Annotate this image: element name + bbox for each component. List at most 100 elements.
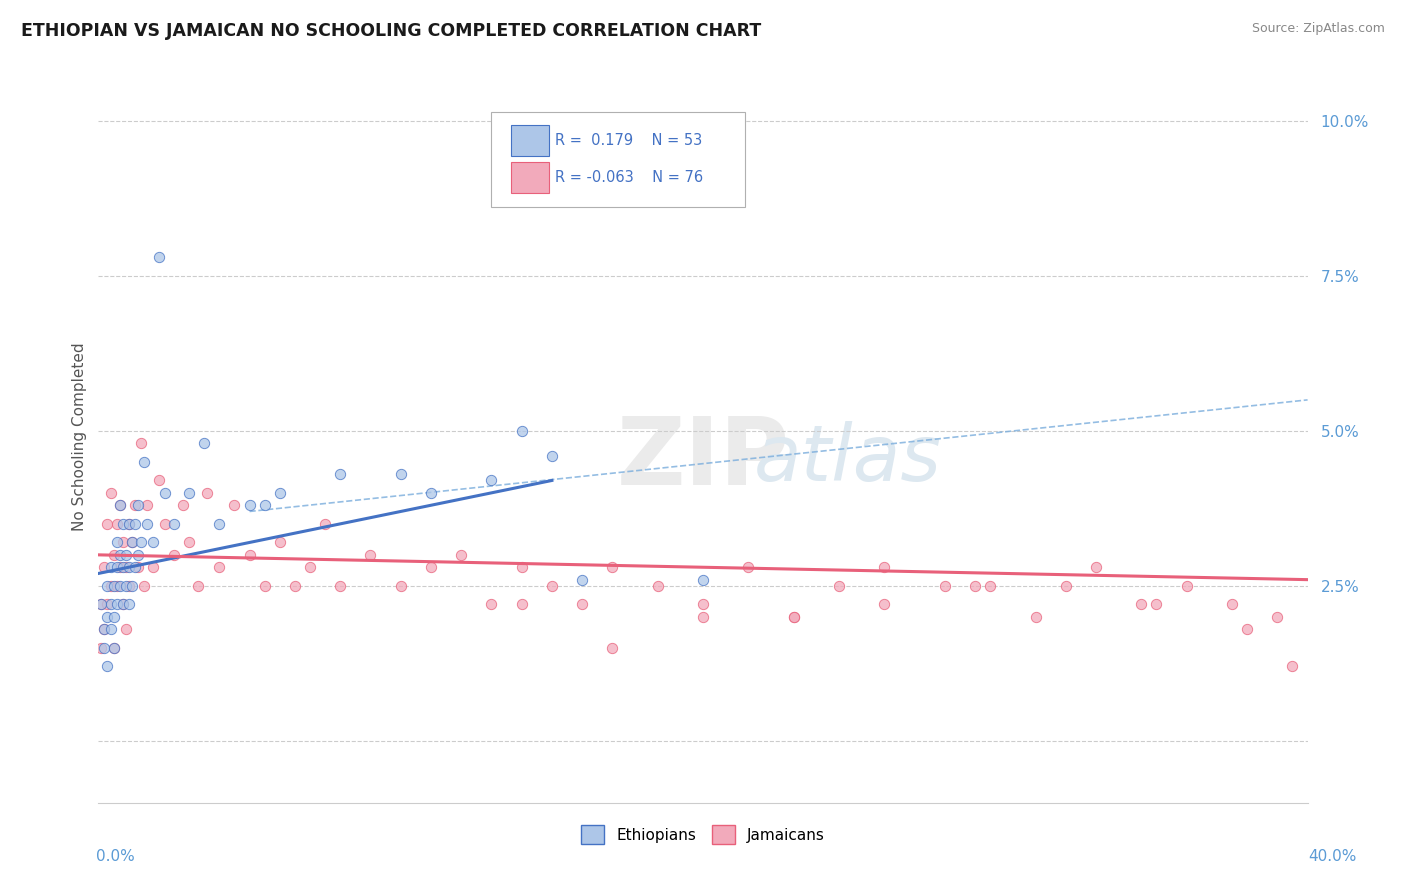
Point bbox=[1220, 598, 1243, 612]
Text: 40.0%: 40.0% bbox=[1309, 849, 1357, 864]
Point bbox=[153, 486, 176, 500]
Point bbox=[111, 535, 134, 549]
FancyBboxPatch shape bbox=[510, 126, 550, 156]
Point bbox=[692, 573, 714, 587]
Point bbox=[114, 548, 136, 562]
Point bbox=[737, 560, 759, 574]
Point bbox=[163, 548, 186, 562]
Point bbox=[172, 498, 194, 512]
Point bbox=[1236, 622, 1258, 636]
Y-axis label: No Schooling Completed: No Schooling Completed bbox=[72, 343, 87, 532]
Point bbox=[540, 579, 562, 593]
Point bbox=[108, 560, 131, 574]
Point bbox=[873, 560, 896, 574]
Point bbox=[187, 579, 209, 593]
Text: atlas: atlas bbox=[754, 421, 942, 497]
Point bbox=[108, 498, 131, 512]
Point bbox=[253, 579, 276, 593]
Point bbox=[239, 498, 262, 512]
Point bbox=[108, 498, 131, 512]
Point bbox=[124, 516, 146, 531]
Point bbox=[1175, 579, 1198, 593]
FancyBboxPatch shape bbox=[510, 162, 550, 193]
Point bbox=[121, 535, 143, 549]
FancyBboxPatch shape bbox=[492, 112, 745, 207]
Point bbox=[314, 516, 336, 531]
Point bbox=[873, 598, 896, 612]
Point bbox=[114, 622, 136, 636]
Point bbox=[269, 535, 291, 549]
Point bbox=[124, 498, 146, 512]
Point bbox=[132, 455, 155, 469]
Point bbox=[208, 516, 231, 531]
Point bbox=[114, 560, 136, 574]
Point bbox=[127, 498, 149, 512]
Point bbox=[153, 516, 176, 531]
Point bbox=[93, 622, 115, 636]
Point bbox=[783, 610, 806, 624]
Point bbox=[121, 535, 143, 549]
Point bbox=[1267, 610, 1289, 624]
Point bbox=[142, 535, 165, 549]
Point bbox=[420, 486, 443, 500]
Point bbox=[111, 516, 134, 531]
Point bbox=[481, 598, 503, 612]
Point bbox=[195, 486, 218, 500]
Point bbox=[118, 560, 141, 574]
Text: R =  0.179    N = 53: R = 0.179 N = 53 bbox=[555, 133, 703, 148]
Point bbox=[540, 449, 562, 463]
Point bbox=[90, 598, 112, 612]
Text: ETHIOPIAN VS JAMAICAN NO SCHOOLING COMPLETED CORRELATION CHART: ETHIOPIAN VS JAMAICAN NO SCHOOLING COMPL… bbox=[21, 22, 761, 40]
Point bbox=[114, 579, 136, 593]
Point bbox=[132, 579, 155, 593]
Point bbox=[692, 610, 714, 624]
Point bbox=[360, 548, 382, 562]
Point bbox=[602, 640, 624, 655]
Legend: Ethiopians, Jamaicans: Ethiopians, Jamaicans bbox=[575, 819, 831, 850]
Point bbox=[93, 640, 115, 655]
Point bbox=[163, 516, 186, 531]
Point bbox=[105, 535, 128, 549]
Point bbox=[142, 560, 165, 574]
Point bbox=[103, 579, 125, 593]
Text: 0.0%: 0.0% bbox=[96, 849, 135, 864]
Text: R = -0.063    N = 76: R = -0.063 N = 76 bbox=[555, 169, 703, 185]
Point bbox=[1085, 560, 1108, 574]
Point bbox=[224, 498, 246, 512]
Point bbox=[118, 516, 141, 531]
Point bbox=[118, 516, 141, 531]
Point bbox=[420, 560, 443, 574]
Point bbox=[389, 467, 412, 482]
Point bbox=[127, 560, 149, 574]
Point bbox=[103, 548, 125, 562]
Point bbox=[193, 436, 215, 450]
Point bbox=[269, 486, 291, 500]
Point bbox=[129, 436, 152, 450]
Point bbox=[179, 486, 201, 500]
Point bbox=[148, 250, 170, 264]
Point bbox=[510, 424, 533, 438]
Point bbox=[389, 579, 412, 593]
Point bbox=[510, 598, 533, 612]
Point bbox=[100, 622, 122, 636]
Point bbox=[783, 610, 806, 624]
Point bbox=[602, 560, 624, 574]
Point bbox=[329, 467, 352, 482]
Point bbox=[96, 659, 118, 673]
Point bbox=[103, 640, 125, 655]
Point bbox=[329, 579, 352, 593]
Point bbox=[979, 579, 1001, 593]
Text: ZIP: ZIP bbox=[617, 413, 789, 505]
Point bbox=[100, 579, 122, 593]
Point bbox=[127, 548, 149, 562]
Point bbox=[118, 579, 141, 593]
Point bbox=[692, 598, 714, 612]
Point bbox=[1054, 579, 1077, 593]
Point bbox=[1130, 598, 1153, 612]
Point bbox=[124, 560, 146, 574]
Point bbox=[828, 579, 851, 593]
Point bbox=[129, 535, 152, 549]
Point bbox=[96, 579, 118, 593]
Point bbox=[1024, 610, 1046, 624]
Point bbox=[510, 560, 533, 574]
